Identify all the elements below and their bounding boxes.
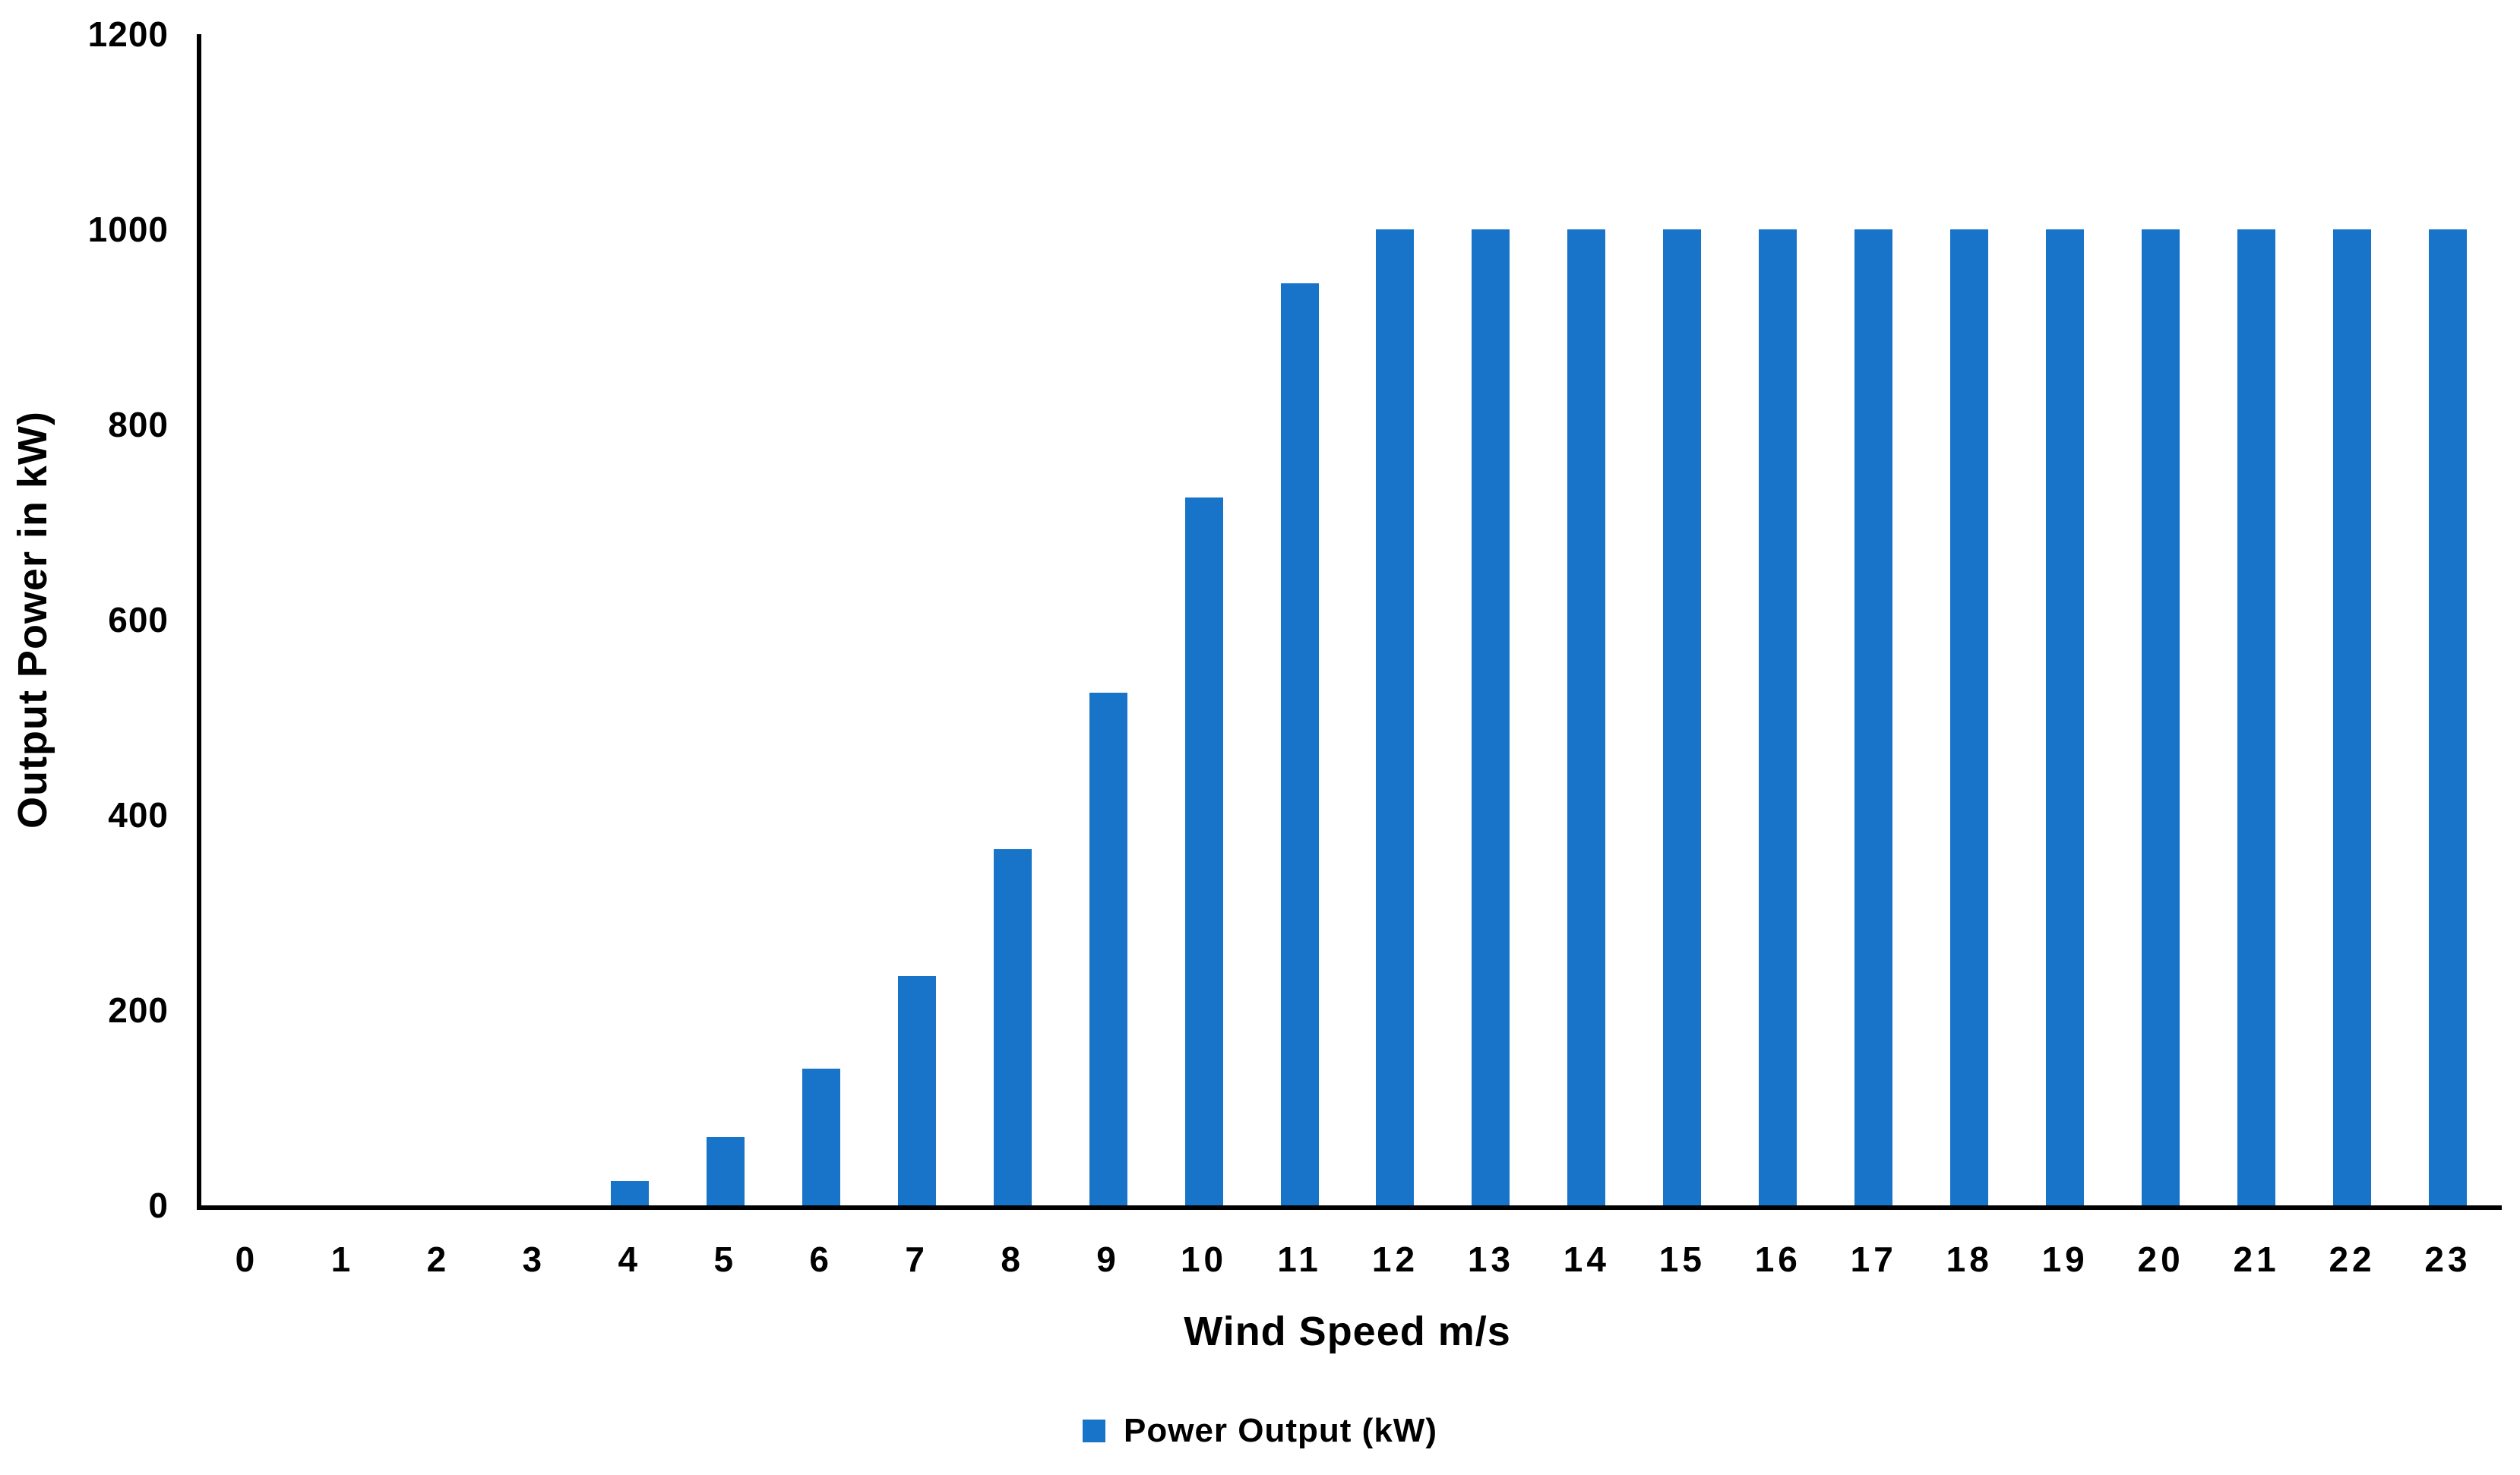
x-tick-label: 7 <box>905 1240 928 1279</box>
bar <box>2237 229 2276 1205</box>
y-tick-label: 0 <box>148 1186 169 1225</box>
x-tick-label: 23 <box>2424 1240 2471 1279</box>
x-axis-line <box>197 1205 2502 1210</box>
y-tick-label: 200 <box>108 990 169 1030</box>
legend-label: Power Output (kW) <box>1124 1412 1437 1449</box>
bar <box>897 976 936 1205</box>
x-tick-label: 8 <box>1001 1240 1024 1279</box>
x-tick-label: 2 <box>426 1240 451 1279</box>
bar <box>2333 229 2372 1205</box>
x-axis-title: Wind Speed m/s <box>1184 1309 1511 1354</box>
x-tick-label: 12 <box>1371 1240 1419 1279</box>
bar <box>1950 229 1989 1205</box>
bar <box>706 1137 745 1205</box>
x-tick-label: 18 <box>1946 1240 1993 1279</box>
bar <box>1184 497 1223 1205</box>
y-tick-label: 400 <box>108 795 169 835</box>
bar <box>1759 229 1798 1205</box>
bar <box>2046 229 2085 1205</box>
y-tick-label: 1200 <box>87 14 169 54</box>
x-tick-label: 22 <box>2329 1240 2376 1279</box>
x-tick-label: 0 <box>235 1240 259 1279</box>
bar <box>1567 229 1606 1205</box>
x-tick-label: 9 <box>1096 1240 1120 1279</box>
bar <box>993 848 1032 1205</box>
x-tick-label: 10 <box>1180 1240 1228 1279</box>
x-tick-label: 6 <box>809 1240 833 1279</box>
x-tick-label: 5 <box>713 1240 738 1279</box>
bar <box>2142 229 2180 1205</box>
x-tick-label: 13 <box>1467 1240 1515 1279</box>
bar <box>802 1069 840 1205</box>
x-tick-label: 11 <box>1277 1240 1322 1279</box>
legend-swatch-icon <box>1083 1420 1106 1442</box>
bar <box>610 1180 649 1205</box>
x-tick-label: 20 <box>2137 1240 2184 1279</box>
x-tick-label: 15 <box>1658 1240 1706 1279</box>
legend: Power Output (kW) <box>0 1414 2520 1448</box>
bar <box>1472 229 1510 1205</box>
x-tick-label: 19 <box>2041 1240 2088 1279</box>
bar <box>2429 229 2468 1205</box>
bar <box>1280 283 1319 1205</box>
x-tick-label: 16 <box>1754 1240 1801 1279</box>
bar <box>1376 229 1415 1205</box>
x-tick-label: 1 <box>330 1240 355 1279</box>
x-tick-label: 3 <box>522 1240 546 1279</box>
y-axis-line <box>197 34 201 1210</box>
y-tick-label: 1000 <box>87 210 169 249</box>
bar <box>1663 229 1702 1205</box>
x-tick-label: 17 <box>1850 1240 1897 1279</box>
x-tick-label: 21 <box>2233 1240 2280 1279</box>
x-tick-label: 4 <box>618 1240 642 1279</box>
y-tick-label: 800 <box>108 405 169 444</box>
x-tick-label: 14 <box>1563 1240 1610 1279</box>
bar <box>1089 693 1127 1205</box>
plot-area <box>199 34 2496 1205</box>
y-tick-label: 600 <box>108 600 169 640</box>
bar <box>1854 229 1893 1205</box>
